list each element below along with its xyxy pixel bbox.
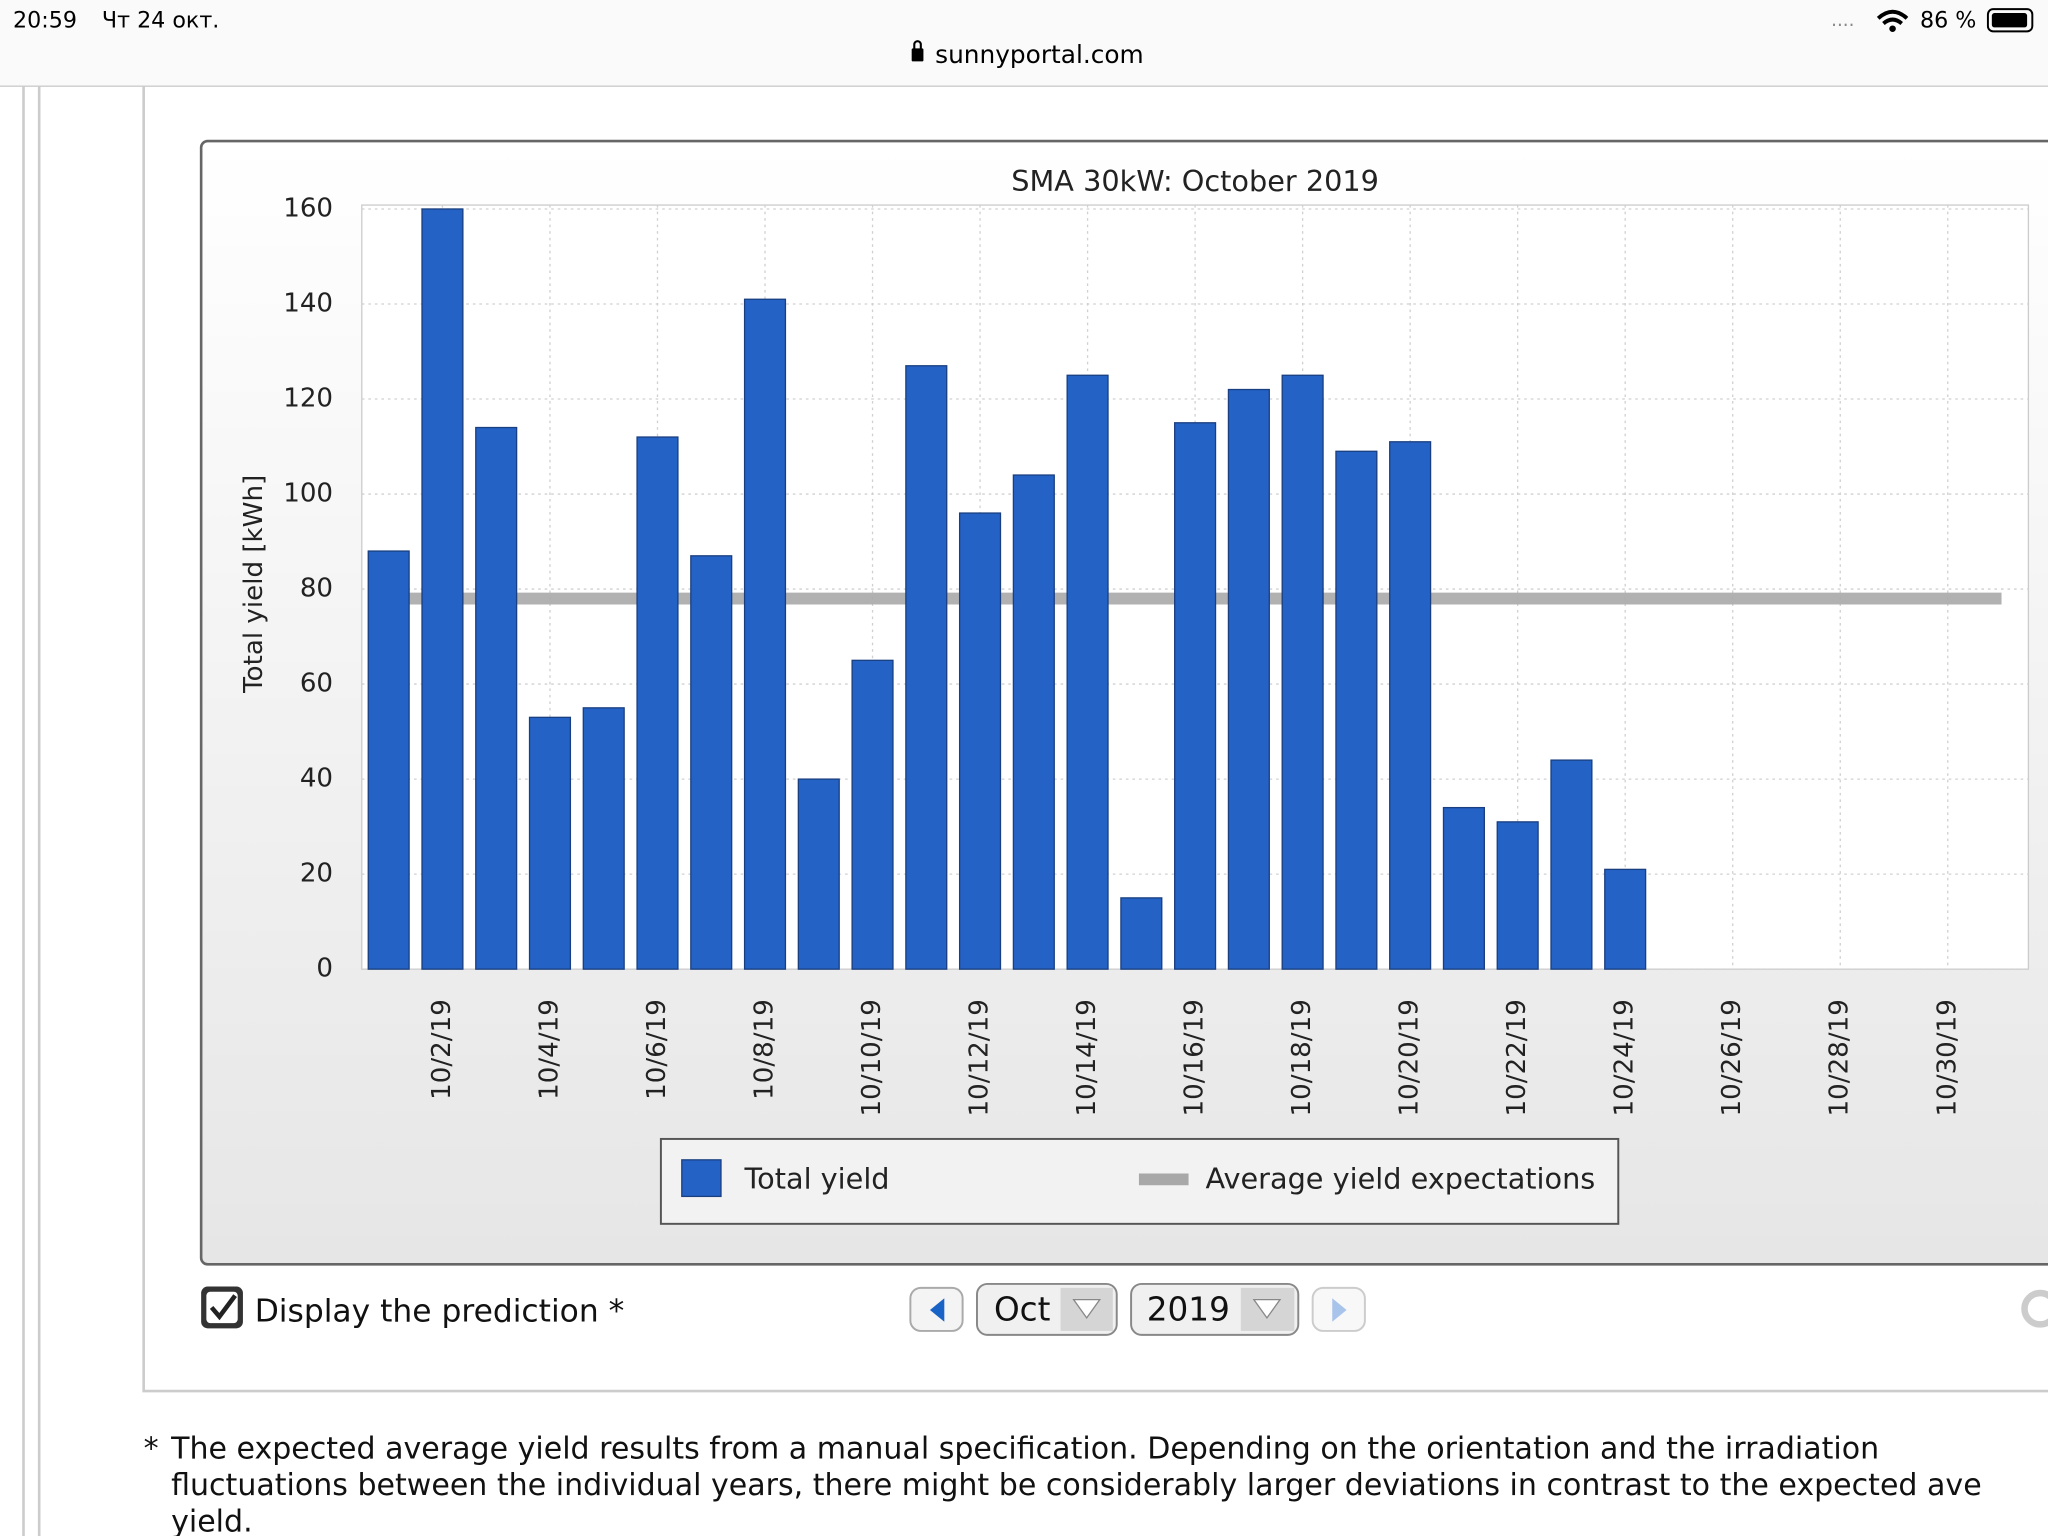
checkmark <box>209 1294 237 1321</box>
x-tick-label: 10/12/19 <box>965 999 995 1116</box>
lock-shackle <box>913 40 922 50</box>
y-tick-label: 40 <box>300 764 333 794</box>
x-tick-label: 10/10/19 <box>857 999 887 1116</box>
settings-icon[interactable] <box>2021 1289 2048 1328</box>
x-tick-label: 10/2/19 <box>427 999 457 1100</box>
bar <box>1281 374 1324 970</box>
y-tick-label: 120 <box>283 384 333 414</box>
panel-border <box>142 86 2048 1393</box>
date: Чт 24 окт. <box>102 7 219 33</box>
plot: 0 20 40 60 80 100 120 140 160 10/2/19 10/4/19 10/6/… <box>283 193 2029 1116</box>
footnote-mark: * <box>144 1431 159 1466</box>
y-tick-label: 0 <box>316 954 333 984</box>
prev-arrow <box>929 1298 945 1322</box>
bar <box>1227 388 1270 970</box>
legend-label: Total yield <box>743 1162 889 1196</box>
legend-swatch <box>681 1159 722 1198</box>
wifi-icon <box>1876 9 1909 26</box>
bar <box>1389 441 1432 970</box>
clock: 20:59 <box>13 7 77 33</box>
x-tick-label: 10/28/19 <box>1825 999 1855 1116</box>
bar <box>1066 374 1109 970</box>
footnote-line: yield. <box>171 1504 253 1536</box>
y-tick-label: 100 <box>283 479 333 509</box>
lock-icon <box>911 48 924 62</box>
bar <box>475 426 518 970</box>
y-tick-label: 160 <box>283 193 333 223</box>
bar <box>421 208 464 970</box>
battery-icon <box>1986 8 2034 33</box>
bar <box>636 436 679 970</box>
footnote-line: The expected average yield results from … <box>170 1431 1879 1466</box>
bar <box>851 659 894 970</box>
x-tick-label: 10/18/19 <box>1287 999 1317 1116</box>
y-axis-label: Total yield [kWh] <box>239 475 269 694</box>
y-tick-label: 140 <box>283 289 333 319</box>
x-tick-label: 10/20/19 <box>1395 999 1425 1116</box>
bar <box>797 778 840 970</box>
x-tick-label: 10/8/19 <box>750 999 780 1100</box>
bar <box>1604 868 1647 970</box>
x-tick-label: 10/14/19 <box>1072 999 1102 1116</box>
checkbox-label[interactable]: Display the prediction * <box>255 1294 625 1330</box>
month-value: Oct <box>994 1290 1051 1328</box>
legend: Total yield Average yield expectations <box>681 1159 1596 1198</box>
bar <box>905 365 948 970</box>
bar <box>958 512 1002 970</box>
y-tick-label: 60 <box>300 669 333 699</box>
bar <box>367 550 410 970</box>
wifi-dot <box>1889 25 1896 32</box>
year-dropdown-arrow <box>1252 1298 1282 1320</box>
bar <box>1496 821 1539 970</box>
bar <box>1442 806 1485 970</box>
bar <box>528 716 572 970</box>
next-arrow <box>1332 1298 1347 1322</box>
x-tick-label: 10/22/19 <box>1502 999 1532 1116</box>
y-tick-label: 20 <box>300 859 333 889</box>
bar <box>1335 450 1378 970</box>
x-tick-label: 10/26/19 <box>1717 999 1747 1116</box>
x-tick-label: 10/6/19 <box>642 999 672 1100</box>
bar <box>690 555 733 970</box>
battery-level <box>1991 13 2028 28</box>
url[interactable]: sunnyportal.com <box>935 40 1143 69</box>
x-tick-label: 10/30/19 <box>1932 999 1962 1116</box>
x-tick-label: 10/16/19 <box>1180 999 1210 1116</box>
y-tick-label: 80 <box>300 574 333 604</box>
browser-bar <box>0 0 2048 87</box>
bar <box>582 707 625 970</box>
year-value: 2019 <box>1147 1290 1230 1328</box>
battery-text: 86 % <box>1920 7 1976 33</box>
bar <box>1550 759 1593 970</box>
chart-title: SMA 30kW: October 2019 <box>1011 164 1379 198</box>
bar <box>1012 474 1055 970</box>
footnote-line: fluctuations between the individual year… <box>171 1468 1982 1503</box>
legend-label: Average yield expectations <box>1206 1162 1596 1196</box>
bar <box>1174 422 1217 970</box>
x-tick-label: 10/4/19 <box>534 999 564 1100</box>
bar <box>1120 897 1163 970</box>
bar <box>743 298 787 970</box>
signal: .... <box>1831 10 1854 31</box>
x-tick-label: 10/24/19 <box>1610 999 1640 1116</box>
footnote: The expected average yield results from … <box>170 1431 1982 1536</box>
month-dropdown-arrow <box>1072 1298 1102 1320</box>
